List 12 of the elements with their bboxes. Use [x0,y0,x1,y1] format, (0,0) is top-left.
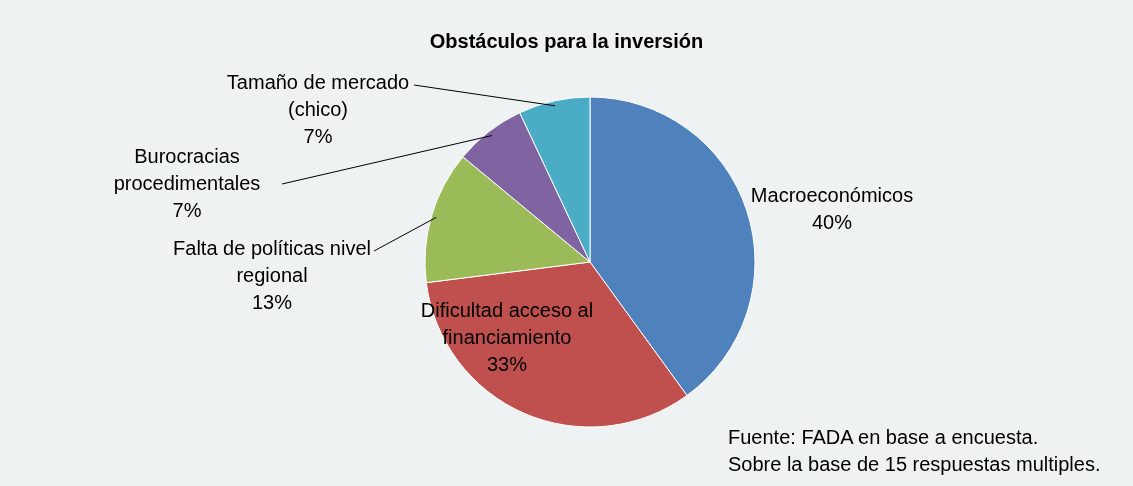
data-label: 7% [172,199,202,221]
data-label: 40% [811,211,853,233]
slice-label: Tamaño de mercado (chico) [226,71,410,120]
slice-label: Falta de políticas nivel regional [173,237,371,286]
data-label: 13% [251,291,293,313]
chart-title: Obstáculos para la inversión [429,30,704,52]
slice-label: Macroeconómicos [750,184,914,206]
data-label: 33% [486,353,528,375]
text: Sobre la base de 15 respuestas multiples. [728,453,1101,475]
source-note: Fuente: FADA en base a encuesta. [728,426,1039,448]
data-label: 7% [303,125,333,147]
slice-label: Burocracias procedimentales [113,145,261,194]
